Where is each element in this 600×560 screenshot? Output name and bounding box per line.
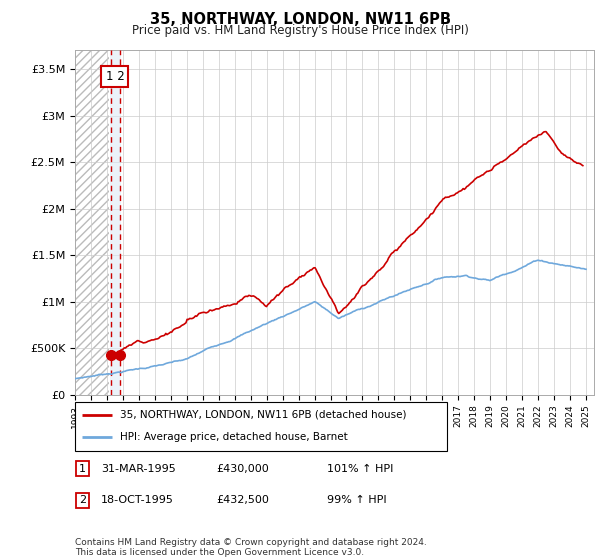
- Bar: [75, 50, 109, 395]
- FancyBboxPatch shape: [76, 493, 89, 507]
- Text: 2: 2: [79, 495, 86, 505]
- Text: 35, NORTHWAY, LONDON, NW11 6PB: 35, NORTHWAY, LONDON, NW11 6PB: [149, 12, 451, 27]
- Text: 1 2: 1 2: [106, 70, 124, 83]
- Text: 101% ↑ HPI: 101% ↑ HPI: [327, 464, 394, 474]
- Text: HPI: Average price, detached house, Barnet: HPI: Average price, detached house, Barn…: [119, 432, 347, 442]
- Text: Price paid vs. HM Land Registry's House Price Index (HPI): Price paid vs. HM Land Registry's House …: [131, 24, 469, 37]
- Text: Contains HM Land Registry data © Crown copyright and database right 2024.
This d: Contains HM Land Registry data © Crown c…: [75, 538, 427, 557]
- Text: 99% ↑ HPI: 99% ↑ HPI: [327, 495, 386, 505]
- Text: 35, NORTHWAY, LONDON, NW11 6PB (detached house): 35, NORTHWAY, LONDON, NW11 6PB (detached…: [119, 410, 406, 420]
- Text: £430,000: £430,000: [216, 464, 269, 474]
- Text: 1: 1: [79, 464, 86, 474]
- Text: £432,500: £432,500: [216, 495, 269, 505]
- FancyBboxPatch shape: [75, 402, 447, 451]
- Text: 31-MAR-1995: 31-MAR-1995: [101, 464, 176, 474]
- Text: 18-OCT-1995: 18-OCT-1995: [101, 495, 173, 505]
- FancyBboxPatch shape: [76, 461, 89, 476]
- Bar: [110, 50, 121, 395]
